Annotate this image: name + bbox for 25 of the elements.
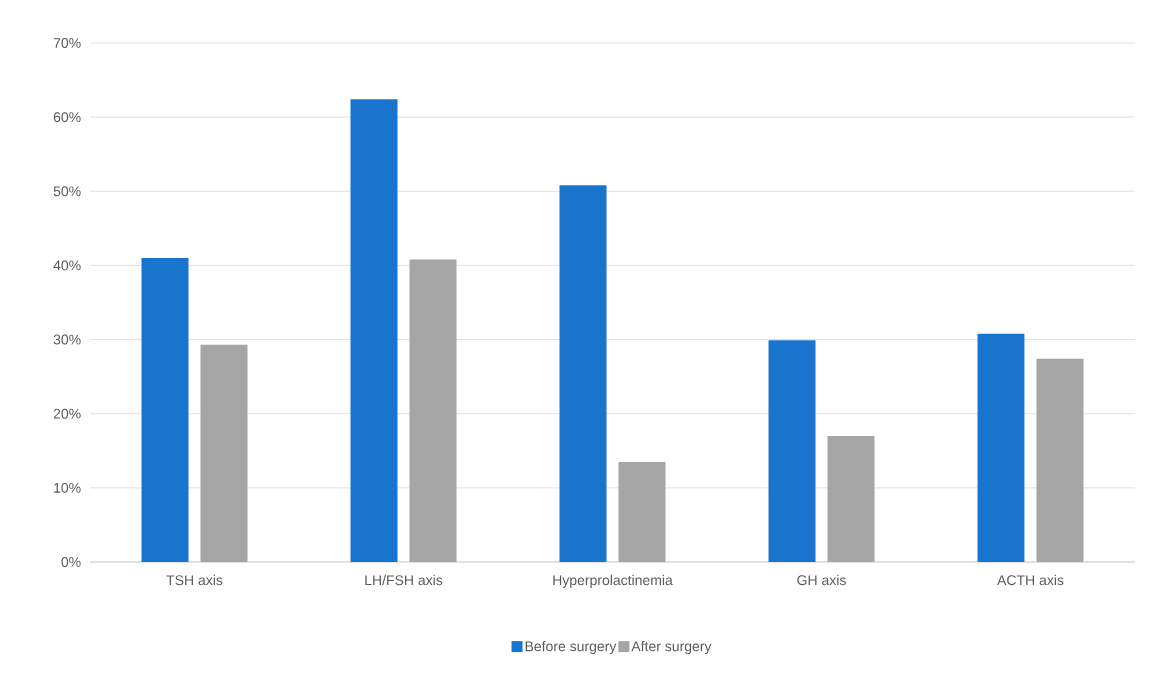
- bar: [559, 185, 607, 562]
- bar: [1036, 358, 1084, 562]
- y-tick-label: 20%: [53, 408, 81, 419]
- y-tick-label: 40%: [53, 260, 81, 271]
- y-tick-label: 30%: [53, 334, 81, 345]
- x-tick-label: TSH axis: [166, 574, 223, 586]
- bar: [768, 340, 816, 562]
- bar: [409, 259, 457, 562]
- y-tick-label: 70%: [53, 38, 81, 48]
- bar: [141, 258, 189, 562]
- bar: [350, 99, 398, 562]
- y-tick-label: 0%: [61, 557, 81, 567]
- y-tick-label: 50%: [53, 186, 81, 197]
- y-tick-label: 10%: [54, 482, 81, 493]
- bar: [977, 333, 1025, 562]
- x-tick-label: Hyperprolactinemia: [553, 574, 673, 588]
- legend-label: Before surgery: [525, 641, 617, 655]
- bar: [827, 435, 875, 562]
- bar: [618, 461, 666, 562]
- x-tick-label: GH axis: [797, 574, 846, 586]
- y-tick-label: 60%: [53, 112, 81, 123]
- x-tick-label: LH/FSH axis: [365, 574, 443, 586]
- legend-label: After surgery: [631, 641, 712, 655]
- bar: [200, 344, 248, 562]
- x-tick-label: ACTH axis: [997, 574, 1064, 586]
